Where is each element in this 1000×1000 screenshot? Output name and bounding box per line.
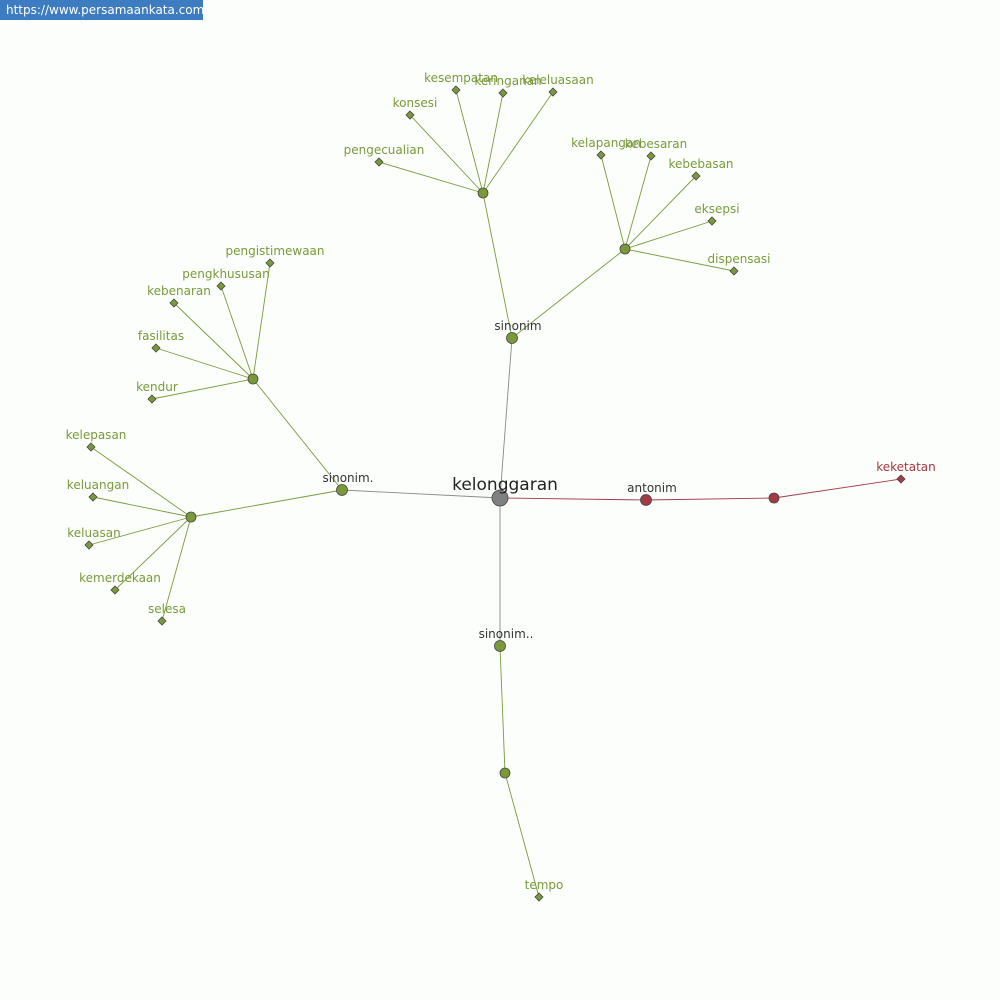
leaf-edge [90,446,192,518]
group-label: antonim [627,481,677,495]
hub-node[interactable] [499,767,511,779]
leaf-label: keluangan [67,478,129,492]
hub-edge [482,192,513,339]
leaf-node[interactable] [110,585,120,595]
leaf-label: kebesaran [625,137,687,151]
leaf-label: tempo [525,878,564,892]
leaf-label: kelapangan [571,136,641,150]
leaf-label: kesempatan [424,71,498,85]
group-label: sinonim [494,319,541,333]
leaf-label: pengistimewaan [225,244,324,258]
leaf-label: selesa [148,602,186,616]
leaf-node[interactable] [498,88,508,98]
group-edge [341,489,501,499]
leaf-node[interactable] [707,216,717,226]
leaf-edge [252,262,271,380]
leaf-node[interactable] [169,298,179,308]
leaf-label: pengecualian [344,143,425,157]
leaf-label: eksepsi [694,202,739,216]
group-node[interactable] [506,332,518,344]
leaf-node[interactable] [374,157,384,167]
hub-node[interactable] [185,511,197,523]
leaf-label: keketatan [876,460,936,474]
leaf-node[interactable] [596,150,606,160]
hub-node[interactable] [477,187,489,199]
edges [88,89,902,898]
leaf-edge [220,285,254,380]
leaf-edge [624,248,735,272]
leaf-label: kelepasan [66,428,127,442]
leaf-edge [378,161,484,194]
leaf-node[interactable] [265,258,275,268]
leaf-edge [409,114,484,194]
hub-edge [499,645,506,774]
leaf-label: fasilitas [138,329,184,343]
group-node[interactable] [494,640,506,652]
leaf-label: kebenaran [147,284,211,298]
leaf-node[interactable] [151,343,161,353]
group-node[interactable] [336,484,348,496]
leaf-label: keleluasaan [522,73,593,87]
leaf-label: kebebasan [668,157,733,171]
leaf-edge [482,91,554,194]
center-node[interactable] [491,489,509,507]
leaf-edge [151,378,254,400]
hub-node[interactable] [619,243,631,255]
leaf-label: kemerdekaan [79,571,161,585]
leaf-node[interactable] [216,281,226,291]
leaf-edge [482,92,504,194]
hub-edge [252,378,343,491]
group-label: sinonim. [323,471,374,485]
leaf-label: konsesi [393,96,438,110]
group-edge [499,497,647,501]
leaf-label: keluasan [67,526,120,540]
leaf-edge [92,496,192,518]
leaf-node[interactable] [691,171,701,181]
leaf-edge [624,175,697,250]
leaf-label: dispensasi [708,252,771,266]
leaf-node[interactable] [405,110,415,120]
leaf-edge [600,154,626,250]
leaf-edge [773,478,902,499]
labels: kelonggaran sinonim pengecualian konsesi kes… [66,71,936,892]
leaf-label: kendur [136,380,178,394]
leaf-node[interactable] [896,474,906,484]
leaf-edge [161,516,192,622]
leaf-node[interactable] [84,540,94,550]
leaf-node[interactable] [646,151,656,161]
leaf-edge [504,772,540,898]
leaf-edge [155,347,254,380]
hub-edge [190,489,343,518]
leaf-label: pengkhususan [182,267,269,281]
leaf-edge [624,155,652,250]
leaf-edge [88,516,192,546]
leaf-node[interactable] [88,492,98,502]
leaf-node[interactable] [86,442,96,452]
group-label: sinonim.. [479,627,534,641]
leaf-label: keringanan [474,74,541,88]
leaf-node[interactable] [548,87,558,97]
leaf-edge [455,89,484,194]
hub-edge [645,497,775,501]
group-node[interactable] [640,494,652,506]
watermark[interactable]: https://www.persamaankata.com [0,0,204,20]
leaf-edge [114,516,192,591]
leaf-node[interactable] [157,616,167,626]
hub-node[interactable] [247,373,259,385]
leaf-node[interactable] [451,85,461,95]
leaf-node[interactable] [729,266,739,276]
leaf-edge [173,302,254,380]
leaf-node[interactable] [147,394,157,404]
hub-edge [511,248,626,339]
center-label: kelonggaran [452,475,558,495]
leaf-edge [624,220,713,250]
group-edge [499,337,513,499]
leaf-node[interactable] [534,892,544,902]
hub-node[interactable] [768,492,780,504]
nodes [84,85,906,902]
